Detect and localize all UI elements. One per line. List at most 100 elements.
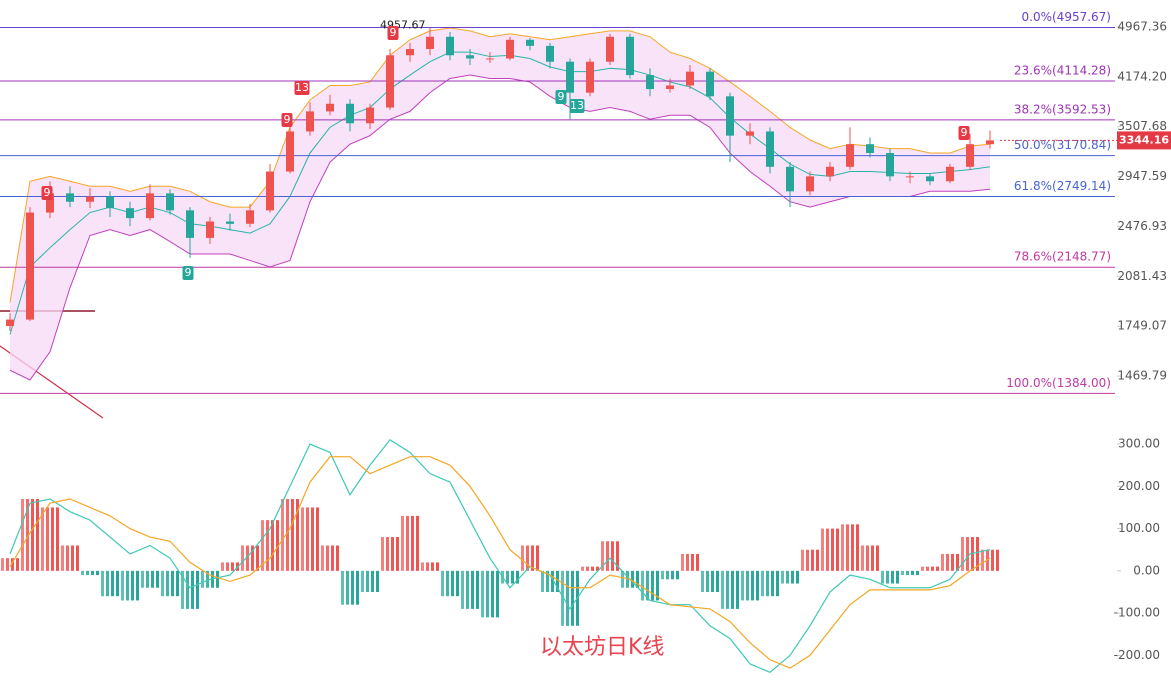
macd-bar — [681, 553, 684, 571]
macd-bar — [981, 549, 984, 571]
y-tick-label: 2476.93 — [1117, 219, 1167, 233]
macd-bar — [556, 570, 559, 592]
macd-bar — [16, 558, 19, 571]
macd-bar — [781, 570, 784, 584]
macd-bar — [26, 498, 29, 571]
macd-bar — [181, 570, 184, 609]
candle-body — [546, 45, 554, 62]
macd-bar — [726, 570, 729, 609]
candle-body — [366, 107, 374, 124]
candle-body — [106, 196, 114, 209]
price-tag — [1117, 131, 1171, 150]
macd-bar — [936, 566, 939, 571]
macd-bar — [21, 498, 24, 571]
macd-bar — [271, 520, 274, 571]
candle-body — [66, 193, 74, 202]
macd-bar — [396, 537, 399, 571]
td-marker-label: 9 — [558, 90, 565, 103]
macd-bar — [661, 570, 664, 580]
macd-bar — [96, 570, 99, 576]
macd-bar — [636, 570, 639, 588]
macd-bar — [416, 515, 419, 571]
macd-bar — [716, 570, 719, 592]
macd-bar — [596, 566, 599, 571]
candle-body — [886, 153, 894, 177]
candle-body — [586, 61, 594, 93]
macd-bar — [161, 570, 164, 597]
macd-bar — [376, 570, 379, 592]
macd-bar — [951, 553, 954, 571]
macd-bar — [896, 570, 899, 584]
macd-bar — [691, 553, 694, 571]
candle-body — [706, 71, 714, 97]
macd-bar — [401, 515, 404, 571]
macd-bar — [741, 570, 744, 601]
macd-bar — [631, 570, 634, 588]
macd-bar — [156, 570, 159, 588]
macd-bar — [566, 570, 569, 626]
macd-bar — [811, 549, 814, 571]
y2-tick-label: 200.00 — [1118, 479, 1160, 493]
macd-bar — [261, 520, 264, 571]
macd-bar — [991, 549, 994, 571]
candle-body — [26, 212, 34, 320]
macd-bar — [136, 570, 139, 601]
candle-body — [786, 166, 794, 192]
macd-bar — [616, 541, 619, 571]
macd-bar — [91, 570, 94, 576]
macd-bar — [851, 524, 854, 571]
macd-bar — [836, 528, 839, 571]
macd-bar — [791, 570, 794, 584]
macd-bar — [506, 570, 509, 584]
macd-bar — [311, 507, 314, 571]
macd-bar — [116, 570, 119, 597]
macd-bar — [331, 545, 334, 571]
macd-bar — [406, 515, 409, 571]
candle-body — [46, 193, 54, 213]
candle-body — [946, 166, 954, 182]
chart-title: 以太坊日K线 — [540, 635, 664, 660]
macd-bar — [491, 570, 494, 618]
y2-tick-label: -200.00 — [1114, 648, 1160, 662]
macd-bar — [321, 545, 324, 571]
macd-bar — [301, 507, 304, 571]
candle-body — [666, 85, 674, 90]
macd-bar — [286, 498, 289, 571]
macd-bar — [61, 545, 64, 571]
candle-body — [826, 166, 834, 177]
macd-bar — [821, 528, 824, 571]
macd-bar — [666, 570, 669, 580]
macd-bar — [476, 570, 479, 609]
macd-bar — [546, 570, 549, 592]
macd-bar — [686, 553, 689, 571]
candle-body — [346, 103, 354, 124]
macd-bar — [931, 566, 934, 571]
candle-body — [606, 36, 614, 62]
macd-bar — [31, 498, 34, 571]
td-marker — [387, 26, 399, 40]
macd-bar — [251, 545, 254, 571]
macd-bar — [826, 528, 829, 571]
macd-bar — [941, 553, 944, 571]
y-tick-label: 1469.79 — [1117, 369, 1167, 383]
macd-bar — [456, 570, 459, 597]
fib-label: 78.6%(2148.77) — [1014, 250, 1111, 264]
y-tick-label: 3507.68 — [1117, 119, 1167, 133]
candle-body — [166, 193, 174, 211]
macd-bar — [591, 566, 594, 571]
macd-bar — [796, 570, 799, 584]
macd-bar — [831, 528, 834, 571]
macd-bar — [646, 570, 649, 601]
macd-bar — [351, 570, 354, 605]
macd-bar — [126, 570, 129, 601]
macd-dea — [9, 456, 991, 669]
macd-bar — [856, 524, 859, 571]
macd-bar — [336, 545, 339, 571]
macd-bar — [6, 558, 9, 571]
macd-bar — [861, 545, 864, 571]
macd-bar — [206, 570, 209, 588]
td-marker — [958, 126, 970, 140]
macd-bar — [386, 537, 389, 571]
td-marker — [182, 266, 194, 280]
td-marker-label: 9 — [284, 113, 291, 126]
